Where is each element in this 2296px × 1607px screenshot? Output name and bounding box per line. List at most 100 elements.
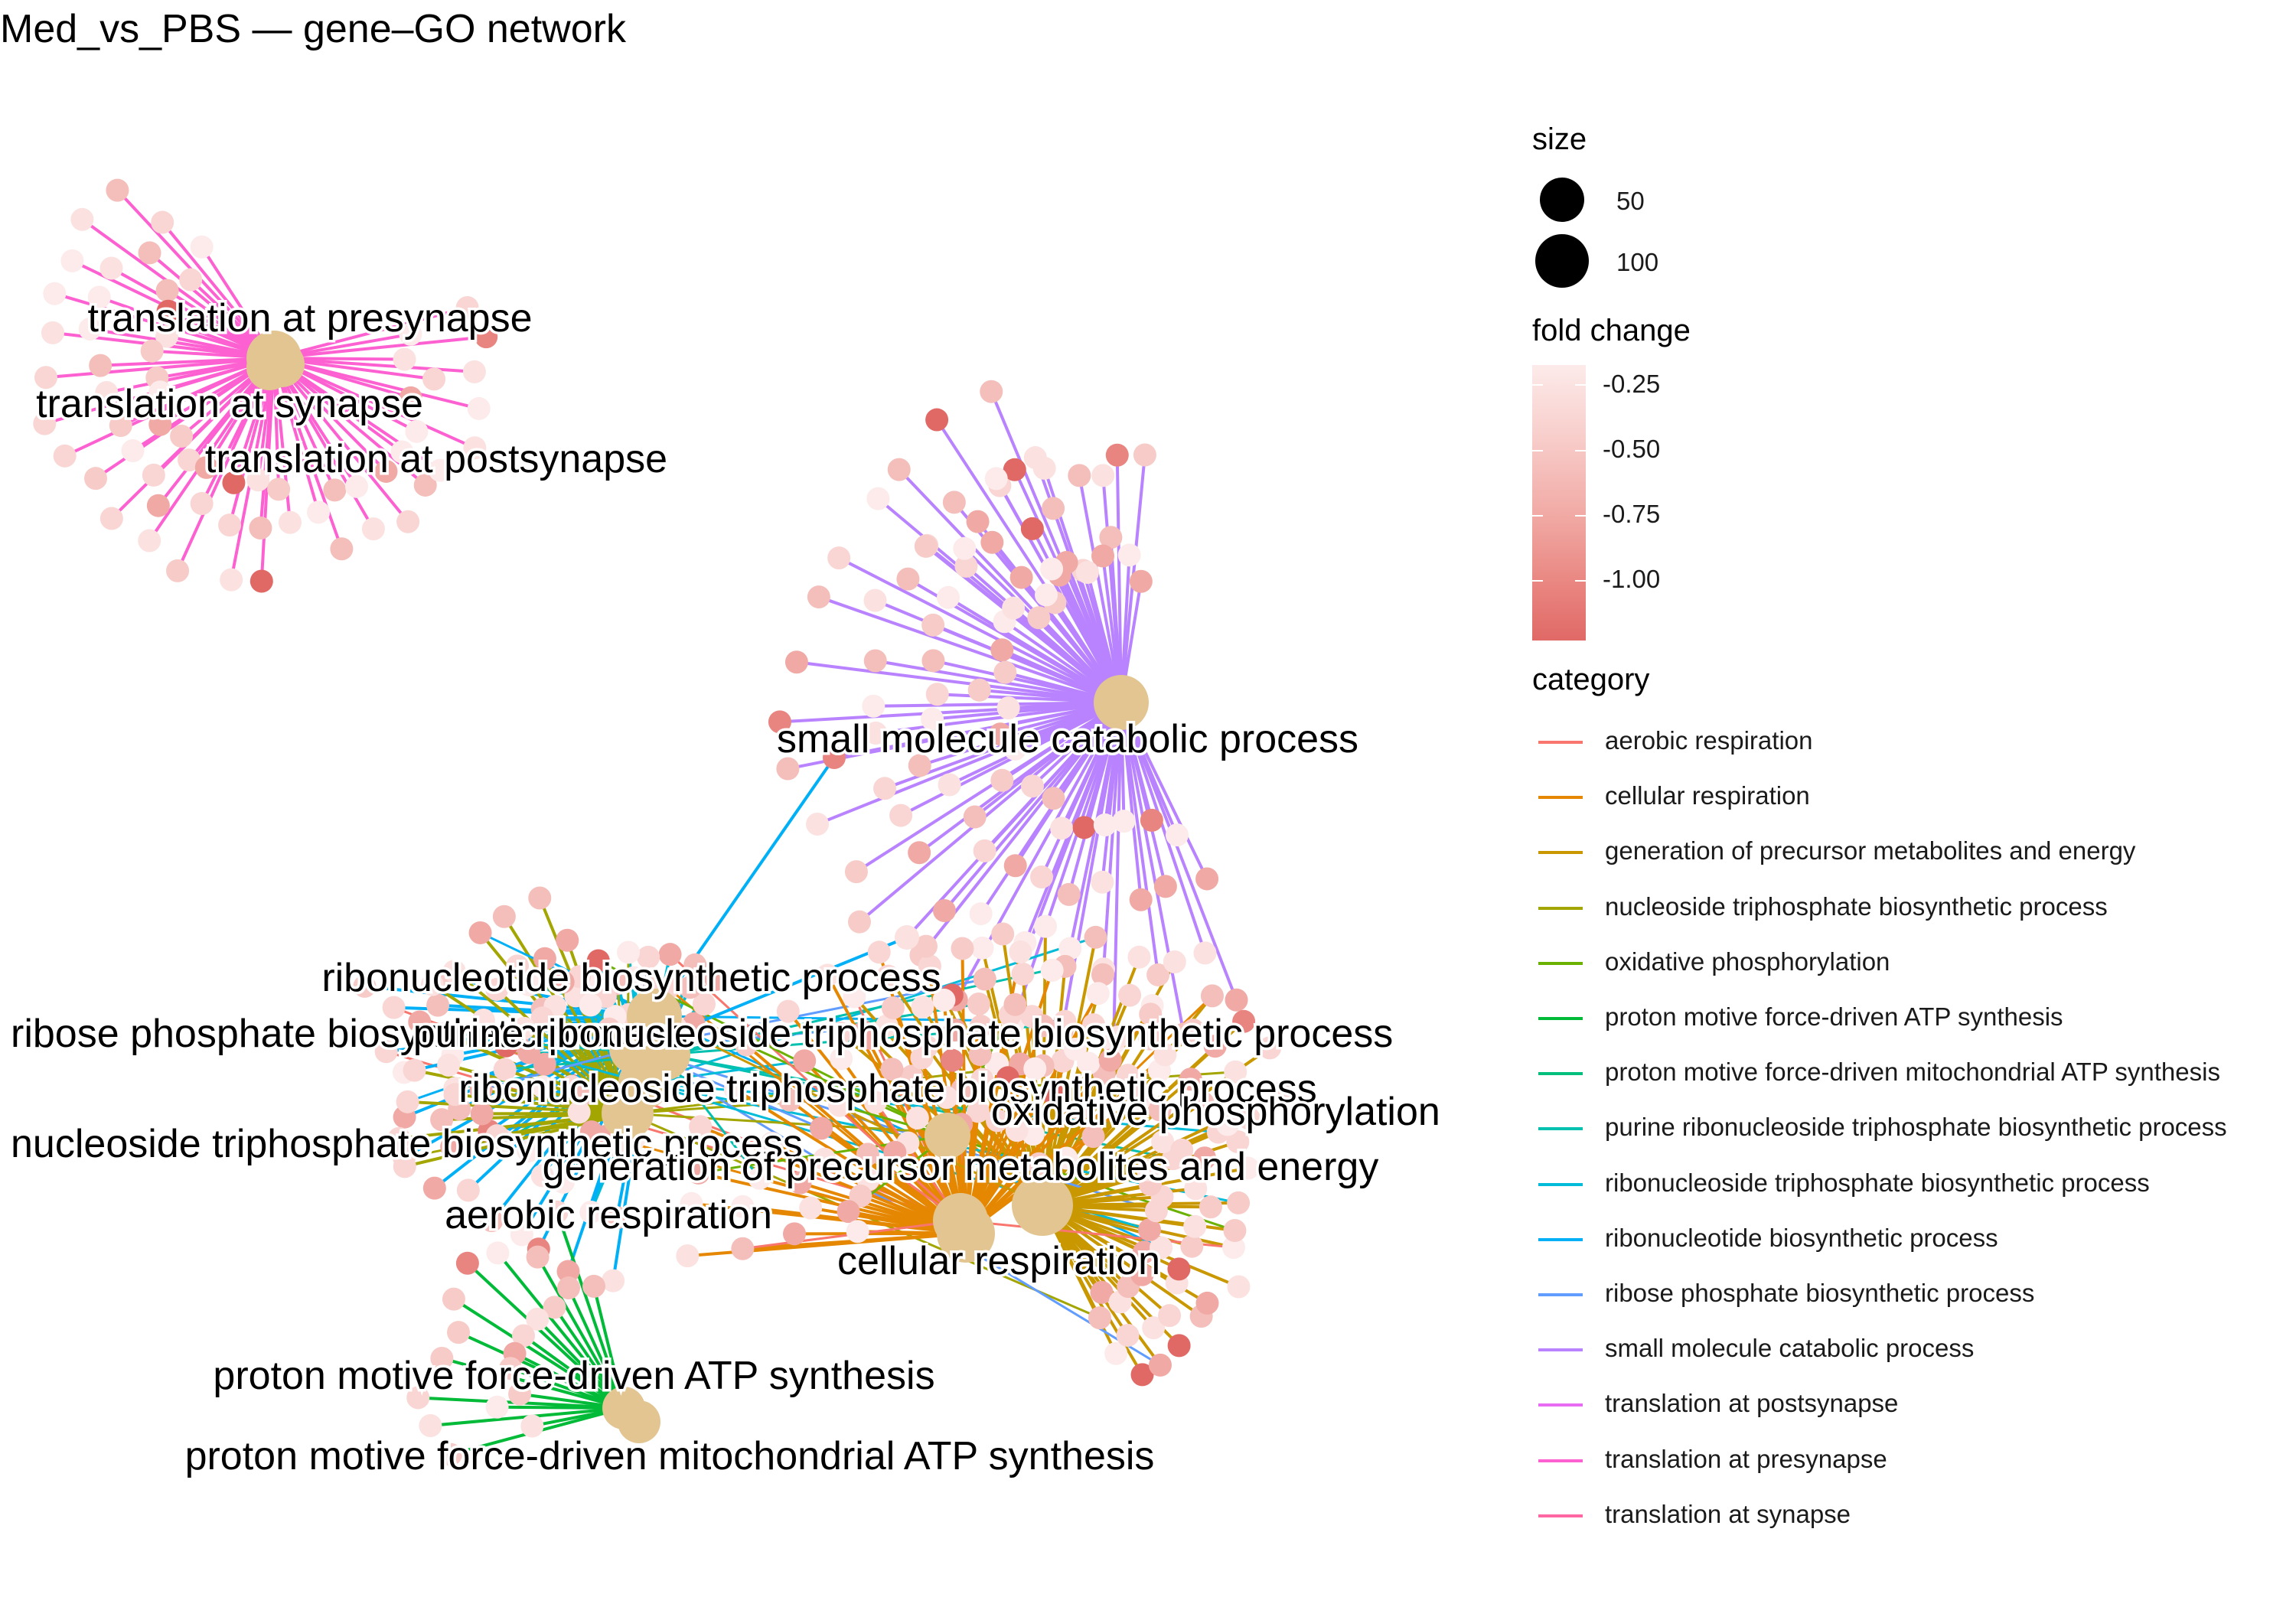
gene-node (941, 1048, 964, 1072)
gene-node (475, 325, 498, 349)
gene-node (1153, 1043, 1177, 1067)
gene-go-edge (1120, 702, 1208, 880)
gene-node (1238, 1107, 1261, 1130)
gene-node-layer (33, 178, 1295, 1466)
category-legend-label: oxidative phosphorylation (1605, 947, 1890, 976)
gene-go-edge (273, 357, 475, 373)
category-legend-label: proton motive force-driven mitochondrial… (1605, 1058, 2220, 1087)
go-term-label: translation at postsynapse (205, 437, 667, 481)
gene-node (980, 380, 1003, 403)
gene-go-edge (1042, 1123, 1228, 1207)
gene-node (406, 1386, 430, 1410)
go-term-label: ribonucleotide biosynthetic process (321, 956, 941, 1000)
gene-go-edge (1115, 455, 1123, 703)
gene-node (374, 459, 398, 483)
gene-node (1195, 1291, 1219, 1315)
gene-node (469, 1078, 493, 1102)
go-term-label: nucleoside triphosphate biosynthetic pro… (11, 1122, 803, 1166)
gene-node (1193, 941, 1217, 965)
gene-node (267, 478, 291, 501)
gene-node (1053, 1009, 1077, 1033)
gene-node (1153, 875, 1177, 898)
gene-node (605, 1206, 629, 1230)
gene-go-edge (964, 1095, 1138, 1235)
gene-node (881, 996, 905, 1020)
gene-node (462, 360, 486, 383)
category-legend-swatch (1538, 1182, 1583, 1186)
gene-node (1130, 1363, 1154, 1387)
gene-go-edge (64, 357, 275, 458)
gene-node (973, 839, 996, 862)
category-legend-swatch (1538, 1072, 1583, 1076)
gene-node (943, 1018, 967, 1041)
gene-node (973, 967, 996, 991)
gene-go-edge (1120, 702, 1207, 953)
gene-node (1258, 1036, 1282, 1060)
colorbar-tick (1532, 384, 1543, 386)
gene-node (1023, 1057, 1047, 1081)
go-term-label: translation at synapse (36, 382, 423, 426)
gene-node (862, 694, 885, 718)
gene-node (455, 295, 479, 319)
gene-go-edge (230, 357, 276, 580)
gene-node (1146, 963, 1170, 986)
gene-go-edge (919, 701, 1122, 768)
gene-node (704, 967, 728, 991)
gene-node (1232, 1009, 1256, 1033)
gene-node (109, 414, 132, 438)
fold-change-tick-label: -0.75 (1603, 500, 1661, 528)
gene-node (921, 649, 945, 673)
size-legend-dot-50 (1540, 178, 1584, 222)
gene-node (148, 380, 172, 404)
size-legend-label-100: 100 (1616, 248, 1659, 276)
gene-node (830, 1047, 853, 1071)
gene-node (1032, 456, 1056, 480)
gene-node (1127, 945, 1151, 969)
gene-node (353, 974, 377, 998)
gene-node (543, 1296, 566, 1319)
category-legend-swatch (1538, 741, 1583, 744)
gene-node (246, 468, 270, 492)
gene-node (900, 1064, 924, 1088)
gene-node (1042, 497, 1065, 520)
gene-node (486, 1241, 510, 1265)
gene-node (178, 448, 201, 472)
gene-node (218, 513, 242, 537)
gene-go-edge (259, 357, 276, 582)
gene-node (1057, 882, 1081, 906)
gene-node (413, 473, 437, 497)
gene-node (530, 1164, 554, 1188)
gene-node (1203, 1035, 1227, 1058)
gene-node (1021, 774, 1045, 798)
gene-node (307, 500, 331, 524)
gene-node (1005, 1119, 1029, 1143)
gene-node (579, 1201, 603, 1224)
gene-node (442, 1025, 465, 1049)
go-term-node (618, 1400, 660, 1443)
gene-node (1215, 1113, 1239, 1136)
go-term-node (1094, 675, 1149, 730)
gene-node (1050, 817, 1074, 840)
gene-node (512, 1016, 536, 1040)
gene-node (1150, 1236, 1173, 1260)
category-legend-label: translation at synapse (1605, 1499, 1851, 1528)
gene-node (967, 678, 991, 702)
gene-go-edge (148, 357, 276, 542)
category-legend-label: translation at presynapse (1605, 1444, 1887, 1473)
category-legend-swatch (1538, 1017, 1583, 1020)
gene-node (439, 1442, 462, 1466)
gene-node (1138, 1027, 1162, 1051)
gene-node (492, 905, 516, 928)
gene-node (768, 710, 791, 734)
category-legend-swatch (1538, 1127, 1583, 1131)
gene-node (582, 1274, 605, 1298)
gene-node (1236, 1156, 1260, 1180)
gene-go-edge (875, 659, 1122, 704)
gene-go-edge (1120, 702, 1238, 1001)
gene-node (863, 588, 887, 612)
gene-node (942, 491, 966, 514)
gene-node (856, 1143, 879, 1166)
gene-node (393, 1155, 416, 1178)
gene-node (1195, 867, 1219, 891)
gene-node (933, 898, 957, 922)
